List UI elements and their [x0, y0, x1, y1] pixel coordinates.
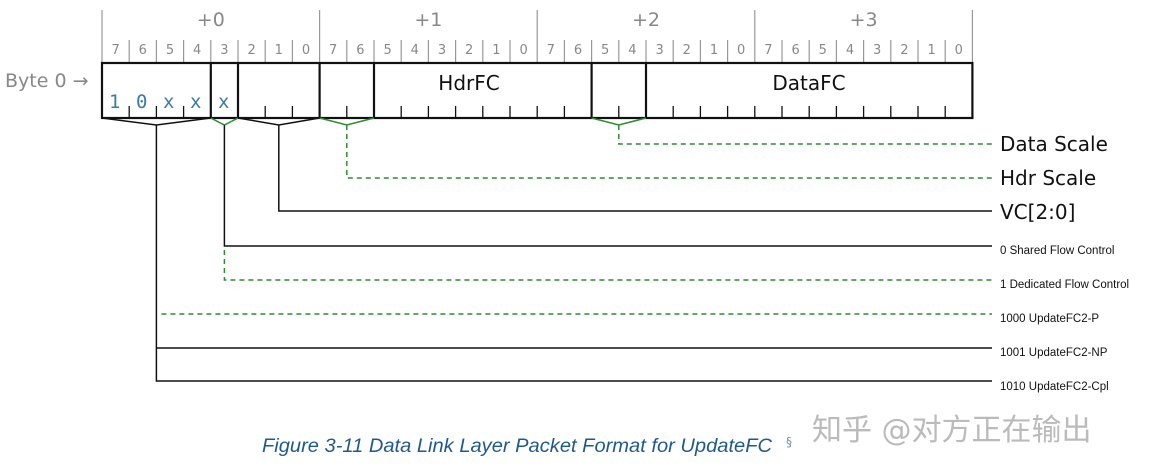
bit-label: 2 [900, 43, 908, 58]
type-bit-5: x [163, 91, 174, 113]
leader-cpl [155, 125, 992, 382]
byte-offset-label: +3 [850, 9, 878, 31]
type-bit-6: 0 [136, 91, 147, 113]
label-vc: VC[2:0] [1000, 200, 1075, 224]
label-cpl: 1010 UpdateFC2-Cpl [1000, 381, 1109, 393]
bit-label: 0 [737, 43, 745, 58]
leader-hdr-scale [346, 125, 992, 179]
figure-caption: Figure 3-11 Data Link Layer Packet Forma… [262, 436, 772, 457]
bit-label: 3 [655, 43, 663, 58]
label-shared: 0 Shared Flow Control [1000, 245, 1114, 257]
label-hdr-scale: Hdr Scale [1000, 166, 1096, 190]
bit-label: 2 [465, 43, 473, 58]
watermark: 知乎 @对方正在输出 [812, 413, 1092, 448]
bit-label: 4 [628, 43, 636, 58]
bit3-value: x [218, 91, 229, 113]
bit-label: 3 [873, 43, 881, 58]
bit-label: 5 [601, 43, 609, 58]
bit-label: 4 [846, 43, 854, 58]
byte-offset-label: +2 [632, 9, 660, 31]
bit-label: 2 [683, 43, 691, 58]
hdrfc-field: HdrFC [438, 71, 499, 95]
type-bit-7: 1 [109, 91, 120, 113]
byte-offset-label: +1 [414, 9, 442, 31]
datafc-field: DataFC [772, 71, 845, 95]
field-boxes [100, 61, 974, 120]
bit-label: 5 [166, 43, 174, 58]
bit-label: 0 [519, 43, 527, 58]
bit-label: 6 [356, 43, 364, 58]
bit-label: 1 [492, 43, 500, 58]
byte-offset-label: +0 [197, 9, 225, 31]
bit-label: 5 [819, 43, 827, 58]
bit-label: 0 [955, 43, 963, 58]
leader-data-scale [618, 125, 992, 145]
bit-label: 6 [139, 43, 147, 58]
label-p: 1000 UpdateFC2-P [1000, 313, 1099, 325]
bit-label: 6 [791, 43, 799, 58]
bit-label: 4 [411, 43, 419, 58]
bit-label: 6 [574, 43, 582, 58]
label-np: 1001 UpdateFC2-NP [1000, 347, 1108, 359]
leader-lines [101, 117, 992, 382]
bit-label: 5 [383, 43, 391, 58]
section-link-icon[interactable]: § [786, 435, 792, 449]
bit-label: 4 [193, 43, 201, 58]
label-dedicated: 1 Dedicated Flow Control [1000, 279, 1129, 291]
type-bit-4: x [190, 91, 201, 113]
bit-label: 3 [220, 43, 228, 58]
bit-label: 1 [710, 43, 718, 58]
bit-label: 0 [302, 43, 310, 58]
bit-label: 7 [329, 43, 337, 58]
row-label: Byte 0 → [5, 70, 89, 92]
bit-label: 7 [547, 43, 555, 58]
label-data-scale: Data Scale [1000, 132, 1108, 156]
bit-label: 7 [111, 43, 119, 58]
bit-label: 7 [764, 43, 772, 58]
bit-label: 2 [247, 43, 255, 58]
leader-shared [223, 125, 992, 247]
bit-header: +0 7 6 5 4 3 2 1 0 +1 7 6 5 4 3 2 1 0 +2 7 6 5 4 3 2 1 0 +3 7 6 5 4 3 2 1 0 [101, 9, 974, 63]
bit-label: 3 [438, 43, 446, 58]
bit-label: 1 [275, 43, 283, 58]
bit-label: 1 [927, 43, 935, 58]
leader-vc [278, 125, 992, 212]
leader-dedicated [223, 250, 992, 281]
